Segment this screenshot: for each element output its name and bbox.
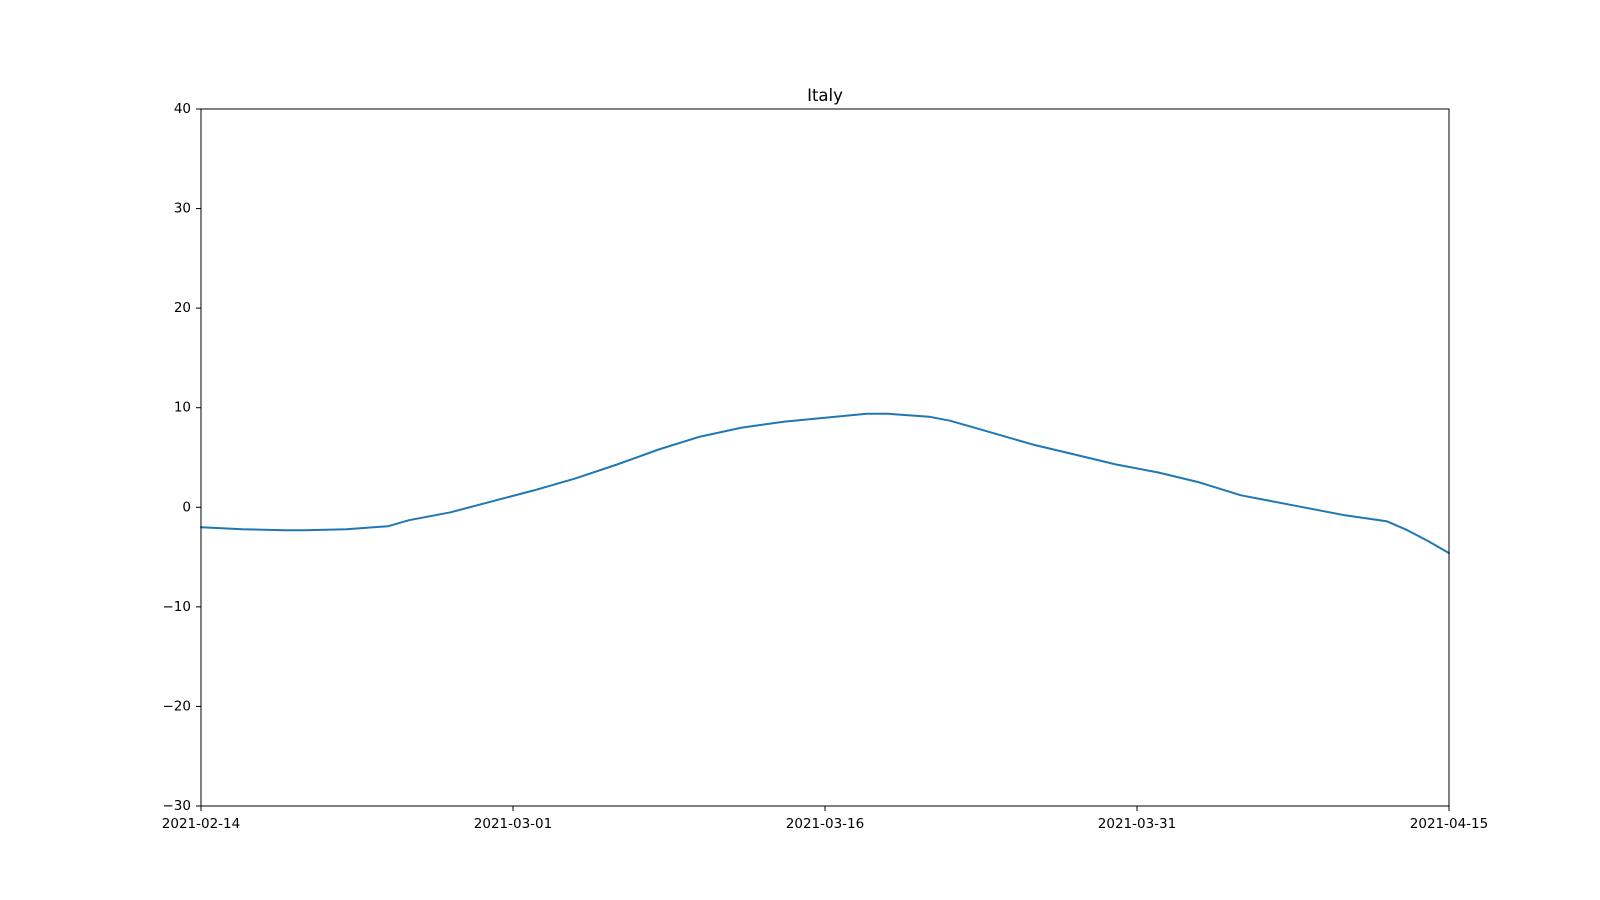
x-axis-ticks: 2021-02-14 2021-03-01 2021-03-16 2021-03-31… — [162, 806, 1488, 832]
y-tick-label: −10 — [163, 599, 192, 615]
x-tick-label: 2021-03-31 — [1098, 816, 1176, 832]
x-tick-label: 2021-03-16 — [786, 816, 864, 832]
y-tick-label: −30 — [163, 798, 192, 814]
x-tick-label: 2021-04-15 — [1410, 816, 1488, 832]
y-tick-label: −20 — [163, 698, 192, 714]
x-tick-label: 2021-03-01 — [474, 816, 552, 832]
y-axis-ticks: 40 30 20 10 0 −10 −20 −30 — [163, 101, 201, 814]
y-tick-label: 20 — [174, 300, 191, 316]
y-tick-label: 0 — [182, 499, 191, 515]
y-tick-label: 30 — [174, 201, 191, 217]
x-tick-label: 2021-02-14 — [162, 816, 240, 832]
y-tick-label: 40 — [174, 101, 191, 117]
plot-area-frame — [200, 108, 1450, 807]
chart-title: Italy — [807, 86, 843, 105]
series-line — [200, 412, 1450, 555]
y-tick-label: 10 — [174, 400, 191, 416]
